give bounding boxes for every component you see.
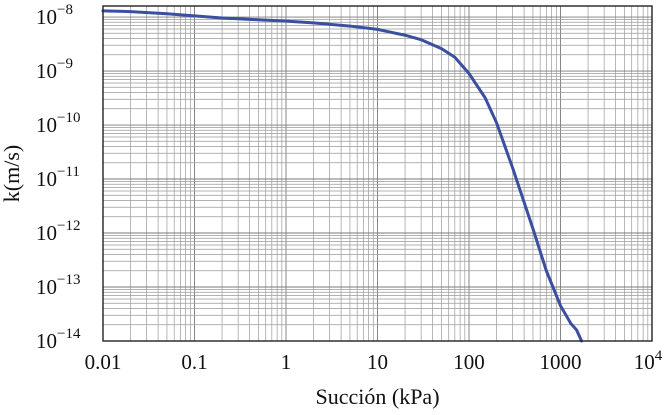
y-tick-label: 10−8: [36, 2, 73, 29]
x-tick-labels: 0.01 0.1 1 10 100 1000 104: [85, 348, 663, 374]
x-tick-label: 1: [281, 350, 292, 374]
y-tick-label: 10−9: [36, 56, 73, 83]
y-tick-label: 10−10: [36, 110, 80, 137]
y-tick-label: 10−13: [36, 272, 80, 299]
series-layer: [101, 9, 584, 343]
grid: [102, 6, 652, 342]
x-axis-title: Succión (kPa): [315, 384, 439, 409]
y-axis-title: k(m/s): [0, 145, 24, 202]
x-tick-label: 104: [634, 348, 663, 374]
x-tick-label: 0.1: [181, 350, 207, 374]
x-tick-label: 100: [453, 350, 485, 374]
y-tick-label: 10−11: [36, 164, 80, 191]
plot-frame: [102, 5, 653, 342]
y-tick-labels: 10−8 10−9 10−10 10−11 10−12 10−13 10−14: [36, 2, 81, 353]
x-tick-label: 10: [367, 350, 388, 374]
y-tick-label: 10−14: [36, 326, 81, 353]
y-tick-label: 10−12: [36, 218, 80, 245]
x-tick-label: 1000: [540, 350, 582, 374]
x-tick-label: 0.01: [85, 350, 122, 374]
series-line-1: [101, 9, 584, 343]
